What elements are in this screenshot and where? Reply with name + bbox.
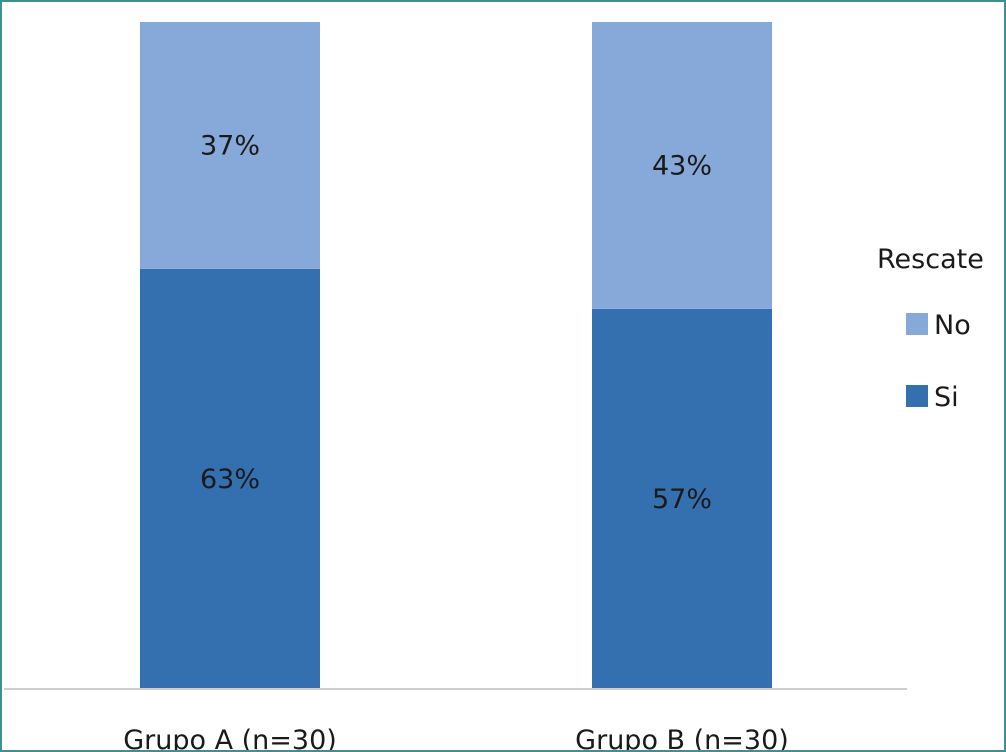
category-labels-group: Grupo A (n=30) Grupo B (n=30) xyxy=(123,725,789,750)
data-label-no-2: 43% xyxy=(652,150,712,181)
data-label-si-2: 57% xyxy=(652,484,712,515)
legend-item-no: No xyxy=(906,310,971,341)
legend-swatch-si xyxy=(906,385,928,407)
bars-group xyxy=(140,22,772,689)
legend-swatch-no xyxy=(906,313,928,335)
legend-item-si: Si xyxy=(906,382,959,413)
bar-segment-si-1 xyxy=(140,268,320,689)
bar-segment-no-2 xyxy=(592,22,772,309)
data-label-si-1: 63% xyxy=(200,464,260,495)
segment-labels-group: 63% 37% 57% 43% xyxy=(200,130,712,515)
bar-segment-no-1 xyxy=(140,22,320,269)
legend-title: Rescate xyxy=(877,244,984,275)
legend-label-si: Si xyxy=(934,382,959,413)
bar-segment-si-2 xyxy=(592,308,772,689)
legend: Rescate No Si xyxy=(877,244,984,413)
category-label-2: Grupo B (n=30) xyxy=(575,725,789,750)
legend-label-no: No xyxy=(934,310,971,341)
category-label-1: Grupo A (n=30) xyxy=(123,725,337,750)
data-label-no-1: 37% xyxy=(200,130,260,161)
